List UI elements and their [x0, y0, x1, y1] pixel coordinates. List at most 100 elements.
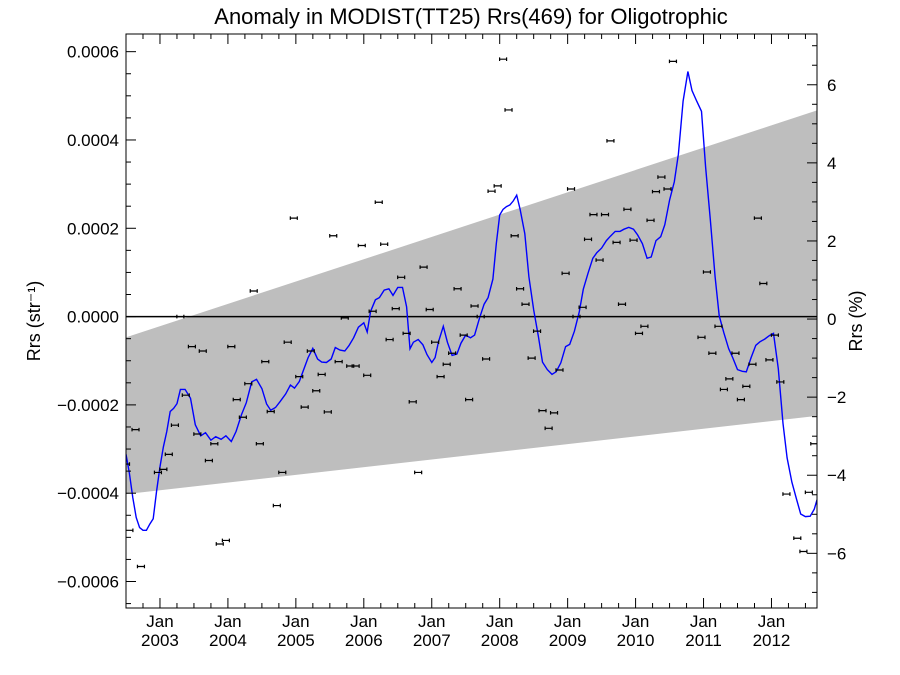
anomaly-point [215, 542, 224, 546]
anomaly-point [498, 57, 508, 61]
anomaly-point [397, 275, 406, 280]
anomaly-point [804, 490, 813, 495]
x-tick-year: 2003 [141, 631, 179, 650]
anomaly-point [170, 423, 180, 428]
anomaly-point [487, 189, 496, 193]
x-tick-year: 2005 [277, 631, 315, 650]
plot-frame [125, 33, 818, 609]
anomaly-point [131, 427, 140, 432]
anomaly-point [465, 397, 474, 402]
y-tick-label: 0.0006 [67, 43, 119, 62]
x-tick-year: 2012 [753, 631, 791, 650]
anomaly-point [719, 387, 729, 392]
anomaly-point [244, 381, 253, 386]
anomaly-point [708, 351, 717, 356]
anomaly-point [634, 331, 644, 336]
anomaly-point [702, 270, 712, 274]
anomaly-point [515, 286, 525, 291]
anomaly-point [578, 305, 587, 310]
anomaly-point [368, 309, 377, 314]
anomaly-point [623, 207, 632, 212]
y2-tick-label: −2 [827, 388, 846, 407]
anomaly-point [425, 307, 434, 312]
y-tick-label: −0.0002 [57, 396, 119, 415]
anomaly-point [448, 351, 457, 356]
anomaly-point [748, 362, 757, 367]
y2-tick-label: −6 [827, 544, 846, 563]
x-tick-month: Jan [758, 612, 785, 631]
anomaly-point [238, 415, 247, 420]
anomaly-point [572, 314, 581, 319]
anomaly-point [391, 306, 400, 311]
anomaly-point [617, 302, 627, 307]
anomaly-point [204, 458, 213, 463]
x-tick-month: Jan [418, 612, 445, 631]
y-tick-label: −0.0006 [57, 573, 119, 592]
anomaly-point [278, 470, 287, 475]
x-tick-month: Jan [146, 612, 173, 631]
anomaly-point [725, 377, 734, 381]
anomaly-point [782, 492, 791, 496]
x-tick-month: Jan [214, 612, 241, 631]
anomaly-point [612, 240, 621, 245]
anomaly-point [198, 349, 207, 353]
anomaly-point [583, 237, 593, 242]
anomaly-point [193, 432, 202, 436]
x-tick-year: 2004 [209, 631, 247, 650]
anomaly-point [431, 340, 440, 344]
anomaly-point [504, 108, 513, 112]
anomaly-point [181, 393, 190, 397]
x-tick-year: 2006 [345, 631, 383, 650]
x-tick-year: 2008 [481, 631, 519, 650]
y-axis-label: Rrs (str⁻¹) [24, 281, 44, 361]
anomaly-point [663, 187, 672, 191]
anomaly-point [289, 216, 298, 220]
x-tick-month: Jan [622, 612, 649, 631]
y-tick-label: −0.0004 [57, 484, 119, 503]
anomaly-point [312, 388, 321, 393]
anomaly-point [408, 400, 417, 404]
anomaly-point [385, 337, 394, 342]
anomaly-point [600, 212, 610, 217]
anomaly-point [436, 374, 445, 379]
anomaly-point [561, 271, 570, 276]
anomaly-point [549, 411, 559, 415]
anomaly-point [351, 364, 360, 368]
anomaly-point [380, 242, 389, 246]
anomaly-point [374, 200, 383, 205]
anomaly-point [759, 281, 768, 286]
anomaly-point [675, 29, 682, 33]
x-tick-year: 2011 [685, 631, 722, 650]
anomaly-point [493, 184, 502, 188]
anomaly-point [697, 335, 706, 340]
anomaly-point [126, 462, 131, 466]
anomaly-point [793, 536, 802, 541]
anomaly-point [459, 333, 468, 337]
x-tick-month: Jan [282, 612, 309, 631]
uncertainty-band-layer [126, 110, 817, 495]
anomaly-point [629, 238, 638, 242]
anomaly-point [510, 233, 519, 238]
axes-layer: 0.0006 0.0004 0.0002 0.0000 −0.0002 −0.0004 −0… [57, 33, 846, 650]
y-tick-label: 0.0002 [67, 219, 119, 238]
y2-tick-label: 4 [827, 154, 836, 173]
x-tick-month: Jan [554, 612, 581, 631]
x-tick-month: Jan [350, 612, 377, 631]
anomaly-point [532, 329, 542, 333]
x-tick-month: Jan [690, 612, 717, 631]
anomaly-point [334, 359, 343, 364]
y2-tick-label: 0 [827, 310, 836, 329]
anomaly-point [742, 384, 751, 389]
anomaly-point [159, 467, 168, 472]
anomaly-point [606, 139, 615, 143]
anomaly-point [595, 258, 604, 262]
anomaly-point [340, 316, 349, 320]
x-tick-year: 2007 [413, 631, 451, 650]
smoothed-line-layer [126, 71, 817, 531]
anomaly-point [753, 216, 762, 220]
monthly-anomaly-layer [126, 29, 817, 569]
anomaly-point [414, 470, 423, 475]
anomaly-point [164, 452, 173, 457]
anomaly-point [221, 538, 230, 543]
anomaly-point [668, 59, 678, 64]
